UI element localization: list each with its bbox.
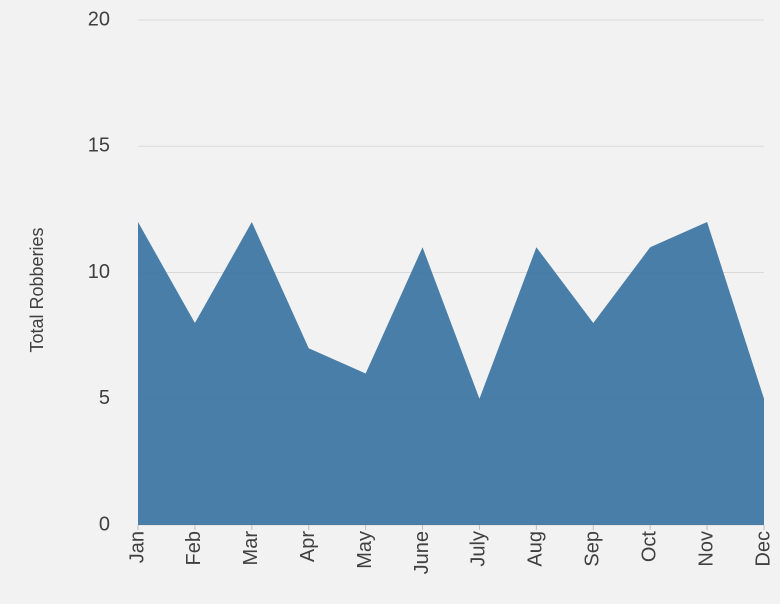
y-tick-label: 5: [99, 387, 110, 409]
y-tick-label: 10: [88, 261, 110, 283]
y-tick-label: 0: [99, 513, 110, 535]
x-tick-label: May: [354, 531, 376, 569]
x-tick-label: Oct: [638, 531, 660, 563]
x-tick-label: Aug: [525, 531, 547, 567]
x-tick-label: Nov: [695, 531, 717, 567]
y-axis-title: Total Robberies: [27, 227, 47, 352]
x-tick-label: Sep: [582, 531, 604, 567]
x-tick-label: Dec: [752, 531, 774, 567]
area: [138, 222, 764, 525]
x-tick-label: July: [468, 531, 490, 567]
y-tick-label: 20: [88, 8, 110, 30]
x-tick-label: Feb: [183, 531, 205, 565]
x-tick-label: Mar: [240, 531, 262, 566]
y-tick-label: 15: [88, 135, 110, 157]
x-tick-label: Apr: [297, 531, 319, 562]
x-tick-label: Jan: [126, 531, 148, 563]
x-tick-label: June: [411, 531, 433, 574]
